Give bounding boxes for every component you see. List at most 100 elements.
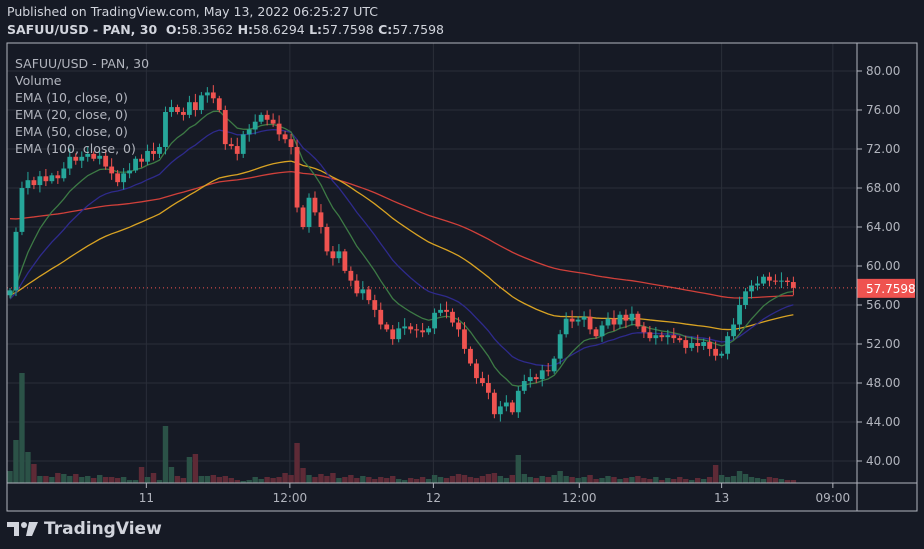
volume-bar xyxy=(736,471,743,483)
candle xyxy=(276,115,282,141)
volume-bar xyxy=(300,468,306,483)
candle xyxy=(677,335,683,343)
candle-body xyxy=(246,129,252,135)
volume-bar xyxy=(778,479,785,483)
volume-bar xyxy=(491,473,498,483)
legend-ema10[interactable]: EMA (10, close, 0) xyxy=(15,90,128,105)
candle xyxy=(378,302,384,330)
last-price-label: 57.7598 xyxy=(866,282,916,296)
volume-bar xyxy=(605,476,611,483)
candle-body xyxy=(480,378,485,383)
candle xyxy=(228,137,234,150)
candle xyxy=(623,309,629,328)
candle xyxy=(725,331,730,360)
candle-body xyxy=(707,342,713,349)
volume-bar xyxy=(13,440,19,483)
legend-symbol[interactable]: SAFUU/USD - PAN, 30 xyxy=(15,56,150,71)
candle-body xyxy=(13,231,19,291)
candle xyxy=(671,327,677,344)
y-tick-label: 68.00 xyxy=(866,181,900,195)
volume-bar xyxy=(150,473,157,483)
candle-body xyxy=(611,318,617,325)
candle-body xyxy=(97,155,103,159)
candle xyxy=(575,316,581,326)
volume-bar xyxy=(712,465,719,483)
candle-body xyxy=(629,313,635,321)
candle xyxy=(37,170,43,193)
candle xyxy=(204,87,210,103)
candle-body xyxy=(497,406,503,415)
volume-bar xyxy=(49,477,55,483)
candle-body xyxy=(121,173,127,183)
candle xyxy=(605,312,611,329)
candle-body xyxy=(581,316,587,320)
y-tick-label: 72.00 xyxy=(866,142,900,156)
candle-body xyxy=(43,176,49,182)
volume-bar xyxy=(683,479,689,483)
candle xyxy=(557,329,563,365)
candle-body xyxy=(31,180,37,186)
candle xyxy=(683,335,689,354)
candle-body xyxy=(785,280,790,283)
candle-body xyxy=(438,309,443,313)
candle-body xyxy=(163,111,168,148)
candle xyxy=(468,346,473,366)
candle-body xyxy=(450,311,455,323)
volume-bar xyxy=(25,452,31,483)
candle-body xyxy=(731,324,736,337)
volume-bar xyxy=(276,477,282,483)
chart-frame xyxy=(6,42,918,512)
candle-body xyxy=(557,334,563,359)
candle-body xyxy=(767,276,772,281)
volume-bar xyxy=(43,476,49,483)
candle-body xyxy=(677,338,683,341)
candle xyxy=(348,266,354,287)
tradingview-logo[interactable]: TradingView xyxy=(7,519,162,539)
candle xyxy=(527,368,533,388)
volume-bar xyxy=(772,478,779,483)
candle-body xyxy=(133,158,138,171)
volume-bar xyxy=(521,474,527,483)
candle-body xyxy=(91,153,97,159)
candle xyxy=(264,110,270,126)
volume-bar xyxy=(336,478,342,483)
volume-bar xyxy=(240,481,246,483)
candle xyxy=(288,133,294,155)
candle xyxy=(103,149,109,170)
candle-body xyxy=(773,280,778,282)
candle xyxy=(145,144,150,165)
low-value: 57.7598 xyxy=(322,22,374,37)
candle xyxy=(635,311,641,329)
volume-bar xyxy=(132,480,139,483)
legend-ema20[interactable]: EMA (20, close, 0) xyxy=(15,107,128,122)
tradingview-logo-text: TradingView xyxy=(44,519,162,539)
candle-body xyxy=(509,402,515,413)
volume-bar xyxy=(718,475,725,483)
candle-body xyxy=(683,340,689,348)
candle xyxy=(175,104,180,115)
candle xyxy=(737,296,742,331)
volume-bar xyxy=(85,476,91,483)
candle-body xyxy=(204,92,210,96)
legend-volume[interactable]: Volume xyxy=(15,73,62,88)
candle xyxy=(480,371,485,387)
candle-body xyxy=(491,392,497,415)
candle xyxy=(133,156,138,173)
tradingview-logo-icon xyxy=(7,522,38,536)
volume-bar xyxy=(186,457,193,483)
legend-ema100[interactable]: EMA (100, close, 0) xyxy=(15,141,136,156)
candle xyxy=(91,151,97,162)
candle xyxy=(85,146,91,162)
candle-body xyxy=(198,95,204,110)
legend-ema50[interactable]: EMA (50, close, 0) xyxy=(15,124,128,139)
candle xyxy=(55,170,61,184)
candle-body xyxy=(623,314,629,321)
volume-bar xyxy=(324,476,330,483)
candle xyxy=(593,326,599,339)
candle xyxy=(31,176,37,190)
candle xyxy=(157,143,162,158)
candle xyxy=(109,158,115,180)
candle-body xyxy=(641,326,647,333)
candle xyxy=(79,151,85,169)
